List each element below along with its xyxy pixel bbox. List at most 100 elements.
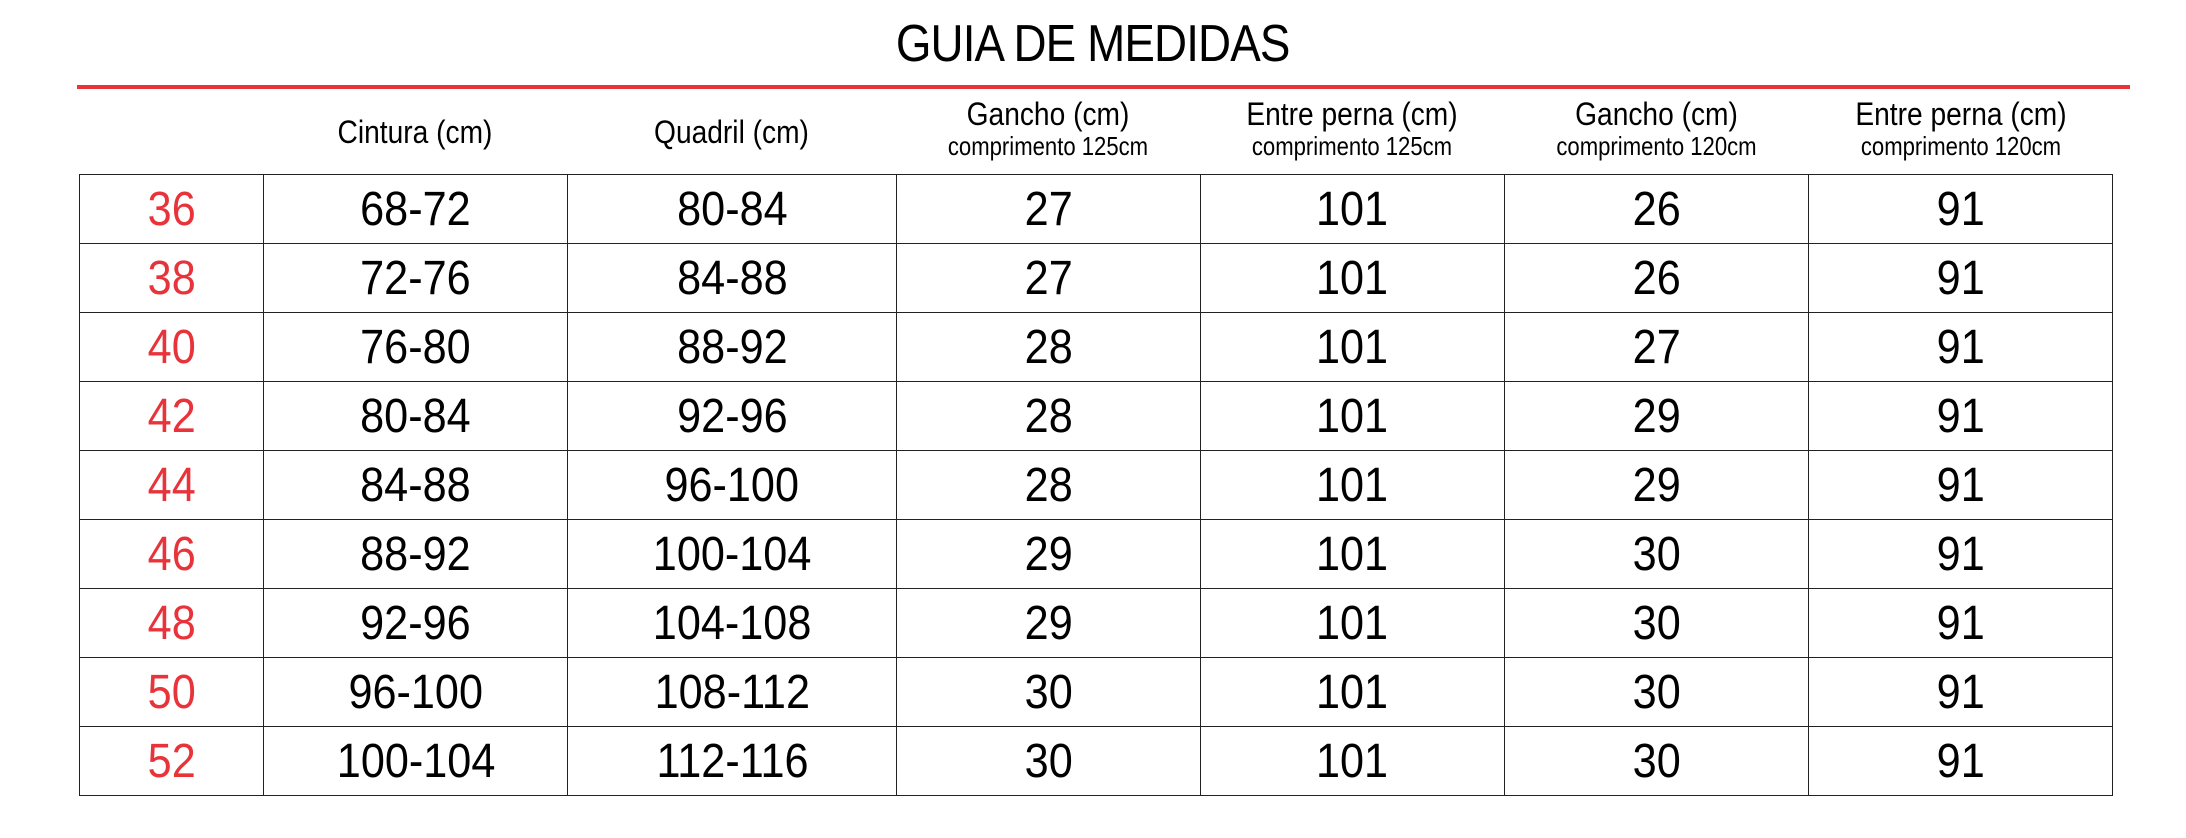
column-header-label: Entre perna (cm) [1246,96,1458,132]
measure-cell: 30 [1503,657,1810,727]
cell-value: 91 [1936,389,1985,443]
cell-value: 84-88 [360,458,472,512]
column-header-sublabel: comprimento 125cm [947,131,1149,161]
measure-cell: 84-88 [263,450,569,520]
page-title: GUIA DE MEDIDAS [896,15,1291,73]
cell-value: 91 [1936,251,1985,305]
cell-value: 40 [147,320,196,374]
cell-value: 91 [1936,182,1985,236]
cell-value: 91 [1936,596,1985,650]
cell-value: 36 [147,182,196,236]
cell-value: 104-108 [652,596,812,650]
table-row: 44 84-88 96-100 28 101 29 91 [78,450,2113,520]
cell-value: 101 [1316,320,1389,374]
measure-cell: 68-72 [263,174,569,244]
cell-value: 112-116 [656,734,809,788]
table-row: 42 80-84 92-96 28 101 29 91 [78,381,2113,451]
cell-value: 46 [147,527,196,581]
cell-value: 52 [147,734,196,788]
column-header-sublabel: comprimento 120cm [1860,131,2062,161]
column-header-label: Cintura (cm) [337,114,493,150]
measure-cell: 28 [896,312,1201,382]
cell-value: 27 [1024,251,1073,305]
cell-value: 92-96 [676,389,788,443]
cell-value: 29 [1632,458,1681,512]
measure-cell: 100-104 [567,519,898,589]
measure-cell: 91 [1808,381,2113,451]
measure-cell: 30 [1503,726,1810,796]
measure-cell: 88-92 [263,519,569,589]
cell-value: 101 [1316,251,1389,305]
table-row: 50 96-100 108-112 30 101 30 91 [78,657,2113,727]
measure-cell: 72-76 [263,243,569,313]
size-cell: 50 [78,657,265,727]
measure-cell: 101 [1199,381,1505,451]
column-header-label: Entre perna (cm) [1855,96,2067,132]
cell-value: 91 [1936,665,1985,719]
cell-value: 68-72 [360,182,472,236]
cell-value: 80-84 [360,389,472,443]
measure-cell: 108-112 [567,657,898,727]
cell-value: 30 [1024,734,1073,788]
column-header: Cintura (cm) [263,96,567,172]
cell-value: 29 [1024,527,1073,581]
size-table: 36 68-72 80-84 27 101 26 91 38 72-76 84-88 27 101 26… [78,174,2113,796]
cell-value: 29 [1632,389,1681,443]
size-cell: 42 [78,381,265,451]
table-row: 52 100-104 112-116 30 101 30 91 [78,726,2113,796]
measure-cell: 101 [1199,519,1505,589]
cell-value: 101 [1316,734,1389,788]
cell-value: 88-92 [676,320,788,374]
size-cell: 48 [78,588,265,658]
column-header-sublabel: comprimento 125cm [1251,131,1453,161]
cell-value: 28 [1024,389,1073,443]
column-header: Entre perna (cm) comprimento 120cm [1809,96,2113,172]
measure-cell: 91 [1808,243,2113,313]
measure-cell: 30 [896,657,1201,727]
cell-value: 84-88 [676,251,788,305]
measure-cell: 29 [1503,381,1810,451]
cell-value: 30 [1632,527,1681,581]
size-cell: 44 [78,450,265,520]
cell-value: 100-104 [652,527,812,581]
measure-cell: 91 [1808,657,2113,727]
measure-cell: 101 [1199,726,1505,796]
measure-cell: 92-96 [263,588,569,658]
cell-value: 96-100 [664,458,800,512]
measure-cell: 29 [896,588,1201,658]
measure-cell: 27 [1503,312,1810,382]
table-row: 46 88-92 100-104 29 101 30 91 [78,519,2113,589]
measure-cell: 101 [1199,657,1505,727]
cell-value: 91 [1936,458,1985,512]
cell-value: 101 [1316,182,1389,236]
column-header-label: Quadril (cm) [654,114,809,150]
cell-value: 101 [1316,458,1389,512]
size-cell: 46 [78,519,265,589]
measure-cell: 101 [1199,450,1505,520]
cell-value: 96-100 [348,665,484,719]
cell-value: 101 [1316,527,1389,581]
size-cell: 38 [78,243,265,313]
cell-value: 44 [147,458,196,512]
title-divider [77,85,2130,89]
measure-cell: 30 [1503,519,1810,589]
cell-value: 48 [147,596,196,650]
cell-value: 50 [147,665,196,719]
cell-value: 28 [1024,458,1073,512]
measure-cell: 91 [1808,519,2113,589]
cell-value: 101 [1316,596,1389,650]
cell-value: 26 [1632,182,1681,236]
measure-cell: 101 [1199,174,1505,244]
measure-cell: 101 [1199,312,1505,382]
measure-cell: 96-100 [567,450,898,520]
measure-cell: 91 [1808,174,2113,244]
measure-cell: 84-88 [567,243,898,313]
cell-value: 101 [1316,389,1389,443]
cell-value: 80-84 [676,182,788,236]
cell-value: 29 [1024,596,1073,650]
cell-value: 42 [147,389,196,443]
cell-value: 91 [1936,734,1985,788]
column-header: Entre perna (cm) comprimento 125cm [1200,96,1504,172]
cell-value: 27 [1632,320,1681,374]
column-header-sublabel: comprimento 120cm [1556,131,1757,161]
